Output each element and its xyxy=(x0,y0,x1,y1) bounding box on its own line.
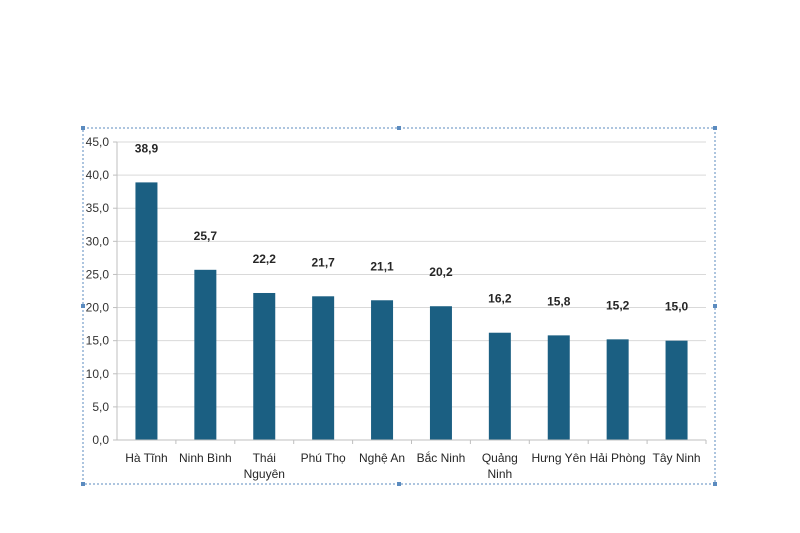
x-tick-label: Nghệ An xyxy=(359,451,405,465)
x-tick-label: Hưng Yên xyxy=(531,451,586,465)
y-tick-label: 45,0 xyxy=(86,135,110,149)
x-tick-label: Tây Ninh xyxy=(653,451,701,465)
y-tick-label: 35,0 xyxy=(86,201,110,215)
bar[interactable] xyxy=(547,335,570,440)
bar[interactable] xyxy=(371,300,394,440)
y-tick-label: 10,0 xyxy=(86,367,110,381)
bar[interactable] xyxy=(135,182,158,440)
bar[interactable] xyxy=(665,340,688,440)
handle-top-left[interactable] xyxy=(81,126,85,130)
handle-bottom-middle[interactable] xyxy=(397,482,401,486)
bar[interactable] xyxy=(312,296,335,440)
data-label: 21,1 xyxy=(370,259,394,273)
x-tick-label: Hải Phòng xyxy=(590,451,646,465)
bar[interactable] xyxy=(253,292,276,440)
data-label: 22,2 xyxy=(253,252,277,266)
x-tick-label: Bắc Ninh xyxy=(417,450,466,465)
handle-bottom-left[interactable] xyxy=(81,482,85,486)
y-tick-label: 30,0 xyxy=(86,234,110,248)
y-tick-label: 40,0 xyxy=(86,168,110,182)
handle-top-middle[interactable] xyxy=(397,126,401,130)
bars xyxy=(135,182,688,440)
data-label: 25,7 xyxy=(194,229,218,243)
bar[interactable] xyxy=(606,339,629,440)
x-tick-label: Hà Tĩnh xyxy=(125,451,167,465)
handle-top-right[interactable] xyxy=(713,126,717,130)
x-tick-label: Quảng Ninh xyxy=(482,451,518,481)
handle-middle-left[interactable] xyxy=(81,304,85,308)
data-label: 20,2 xyxy=(429,265,453,279)
y-tick-label: 20,0 xyxy=(86,301,110,315)
y-axis: 0,0 5,0 10,0 15,0 20,0 25,0 30,0 35,0 40,0 45,0 xyxy=(86,135,118,447)
bar[interactable] xyxy=(429,306,452,440)
data-label: 15,0 xyxy=(665,300,689,314)
data-label: 16,2 xyxy=(488,292,512,306)
x-tick-label: Ninh Bình xyxy=(179,451,232,465)
bar[interactable] xyxy=(488,332,511,440)
handle-bottom-right[interactable] xyxy=(713,482,717,486)
y-tick-label: 5,0 xyxy=(92,400,109,414)
y-tick-label: 25,0 xyxy=(86,267,110,281)
data-label: 21,7 xyxy=(311,255,335,269)
bar[interactable] xyxy=(194,269,217,440)
data-label: 15,2 xyxy=(606,298,630,312)
x-axis: Hà Tĩnh Ninh Bình Thái Nguyên Phú Thọ Nghệ An… xyxy=(117,439,707,481)
x-tick-label: Phú Thọ xyxy=(301,451,346,465)
data-labels: 38,9 25,7 22,2 21,7 21,1 20,2 16,2 15,8 15,2 15,0 xyxy=(135,141,689,313)
y-tick-label: 15,0 xyxy=(86,334,110,348)
selection-handles xyxy=(81,126,717,486)
handle-middle-right[interactable] xyxy=(713,304,717,308)
data-label: 15,8 xyxy=(547,294,571,308)
data-label: 38,9 xyxy=(135,141,159,155)
y-tick-label: 0,0 xyxy=(92,433,109,447)
x-tick-label: Thái Nguyên xyxy=(244,451,285,481)
